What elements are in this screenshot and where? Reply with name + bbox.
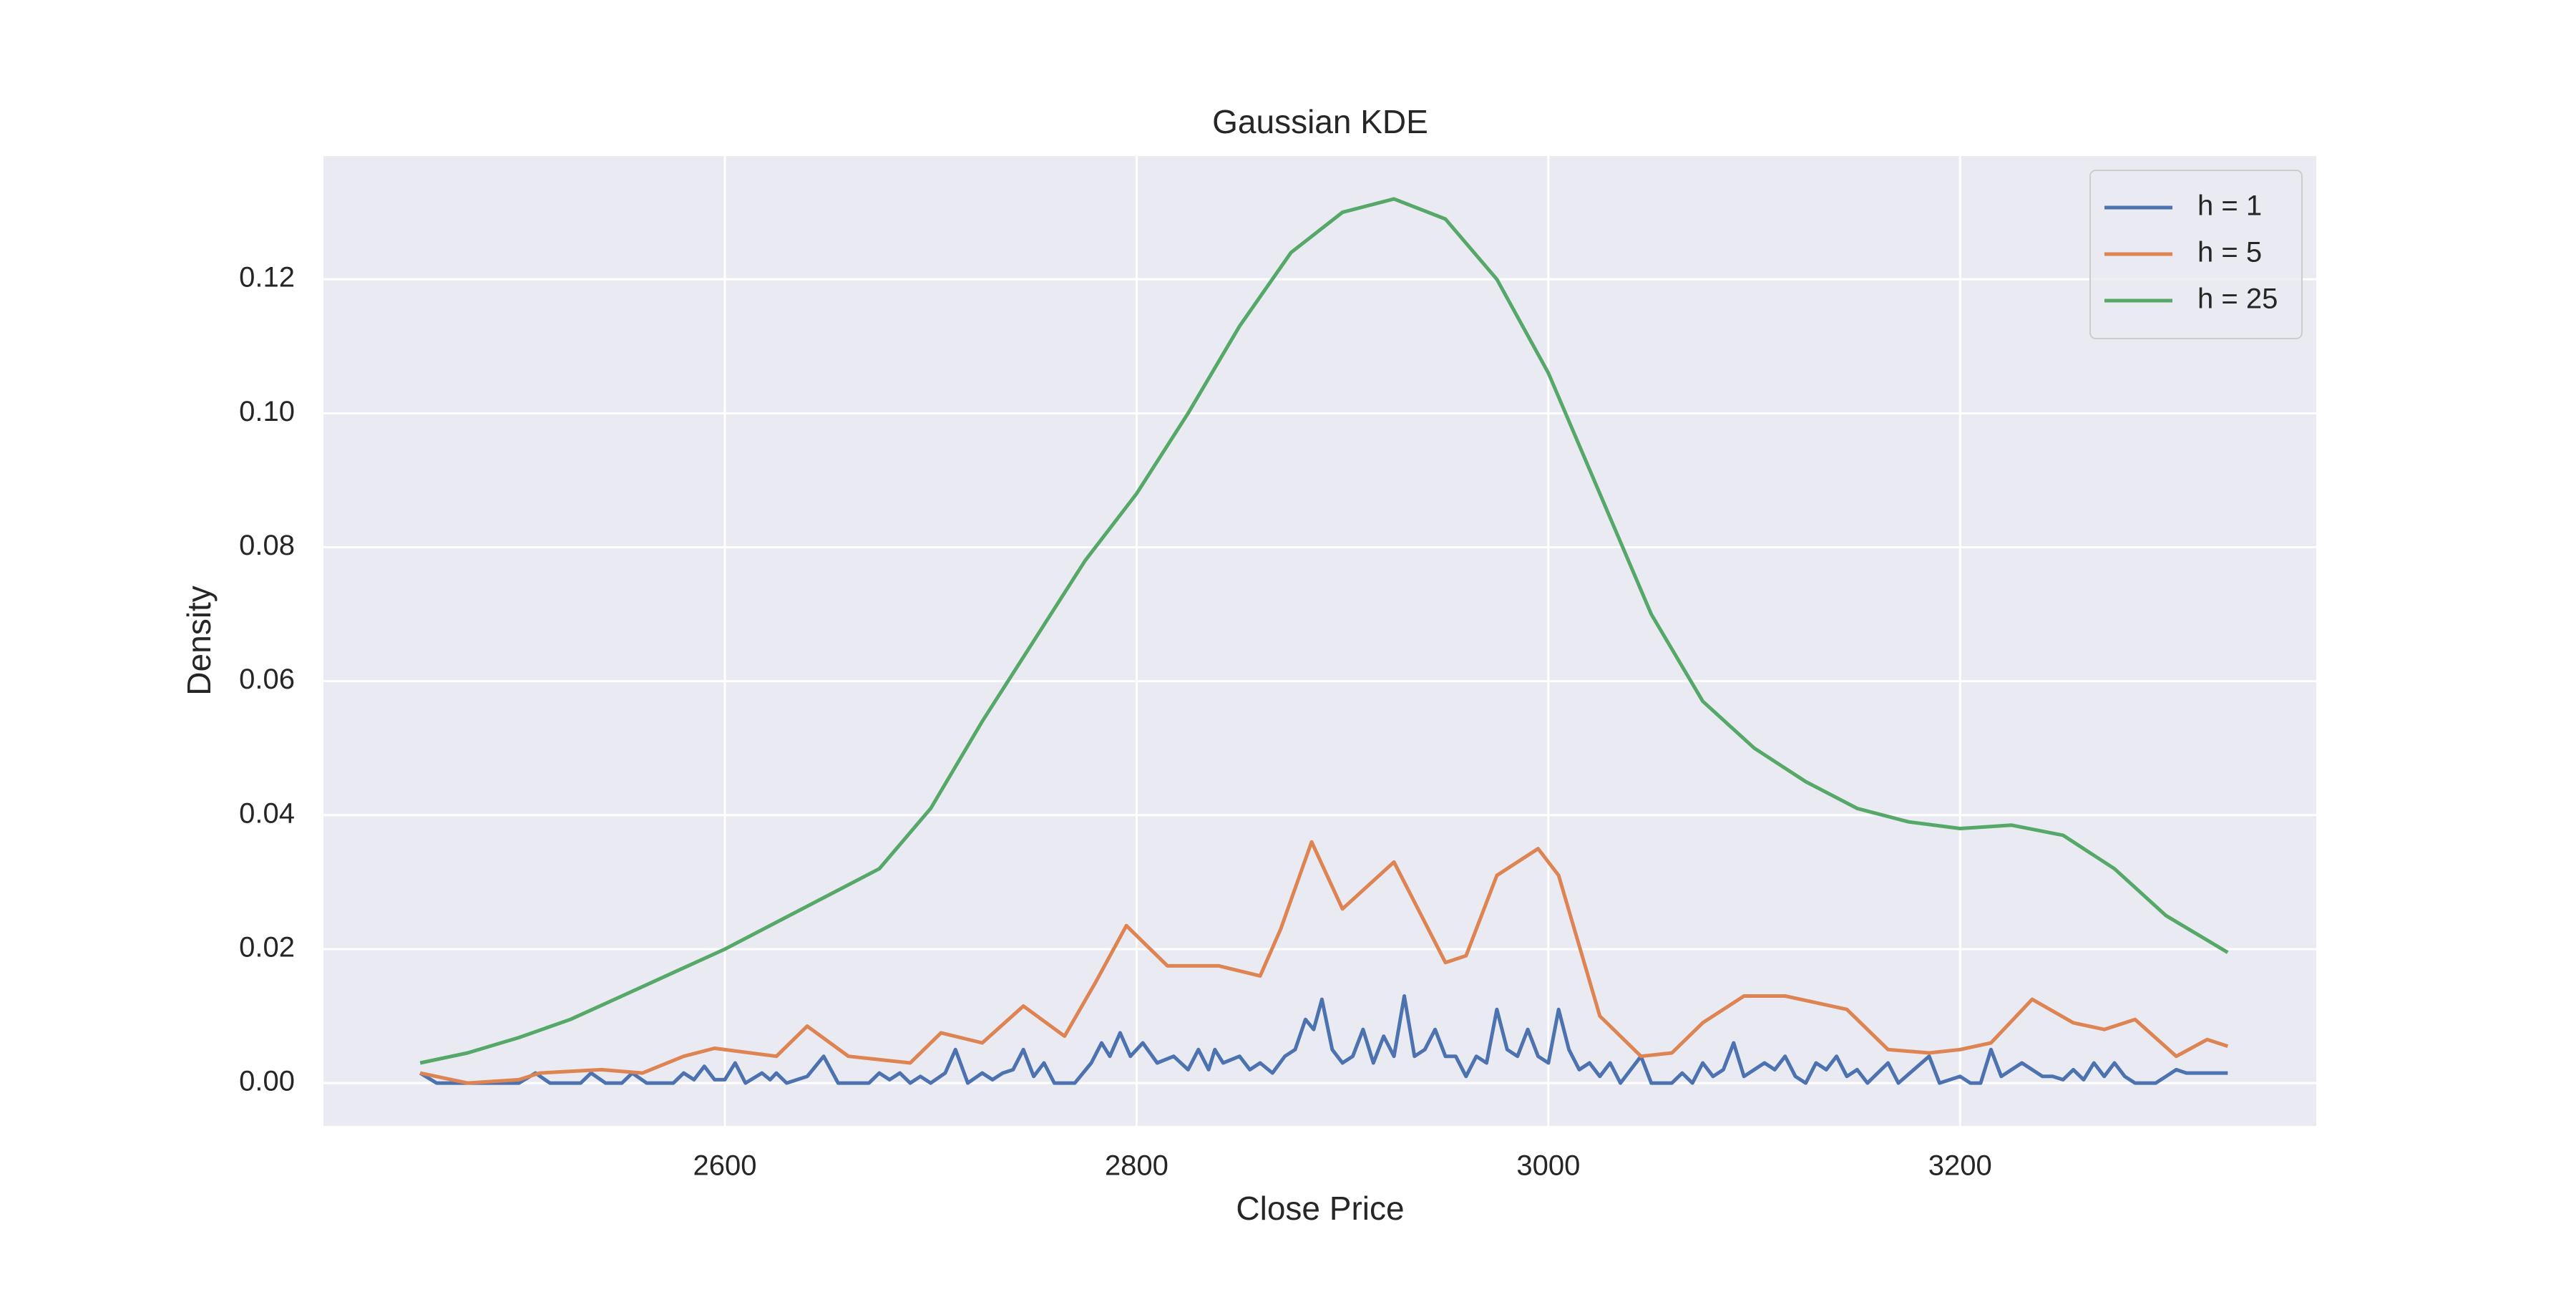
- y-tick-label: 0.10: [239, 396, 295, 427]
- x-tick-label: 3200: [1928, 1150, 1992, 1182]
- legend-label: h = 1: [2197, 190, 2262, 222]
- y-tick-label: 0.02: [239, 932, 295, 963]
- legend-label: h = 25: [2197, 283, 2278, 315]
- x-tick-label: 3000: [1516, 1150, 1580, 1182]
- y-tick-label: 0.04: [239, 797, 295, 829]
- y-tick-label: 0.12: [239, 262, 295, 293]
- y-tick-label: 0.08: [239, 530, 295, 561]
- y-tick-label: 0.00: [239, 1066, 295, 1097]
- series-line: [419, 994, 2228, 1085]
- legend: h = 1 h = 5 h = 25: [2089, 170, 2303, 339]
- x-axis-label: Close Price: [1236, 1190, 1404, 1227]
- x-tick-label: 2800: [1105, 1150, 1169, 1182]
- series-line: [419, 840, 2229, 1085]
- plot-area: [323, 156, 2316, 1126]
- series-line: [419, 197, 2229, 1065]
- lines: [419, 197, 2229, 1085]
- y-axis-label: Density: [180, 586, 218, 695]
- chart-title: Gaussian KDE: [1212, 103, 1428, 140]
- y-tick-label: 0.06: [239, 664, 295, 695]
- legend-label: h = 5: [2197, 237, 2262, 268]
- legend-box: [2089, 170, 2303, 339]
- x-tick-label: 2600: [693, 1150, 757, 1182]
